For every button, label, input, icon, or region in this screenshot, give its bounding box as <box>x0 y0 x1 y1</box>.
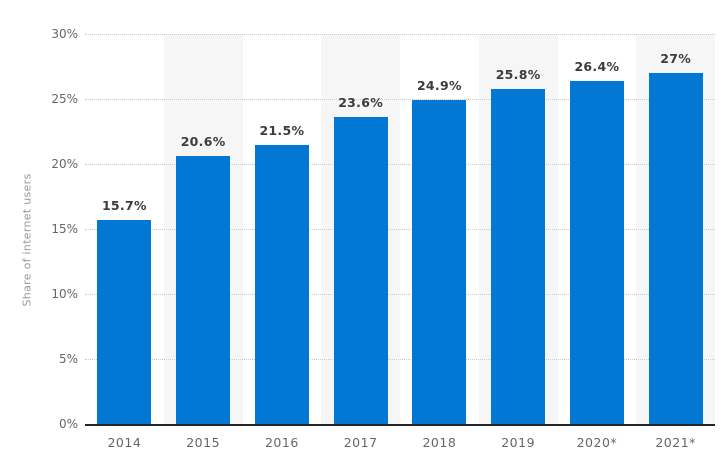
bar[interactable] <box>254 144 309 424</box>
x-axis-tick-label: 2020* <box>576 435 618 450</box>
x-axis-tick-label: 2015 <box>186 435 221 450</box>
y-axis-tick-label: 30% <box>51 27 78 41</box>
bar-value-label: 24.9% <box>416 78 462 94</box>
y-axis-tick-label: 10% <box>51 287 78 301</box>
x-axis-tick-label: 2019 <box>501 435 536 450</box>
x-axis-tick-label: 2017 <box>343 435 378 450</box>
y-axis-tick-label: 5% <box>58 352 78 366</box>
bar[interactable] <box>491 88 546 424</box>
bar-value-label: 21.5% <box>259 122 305 138</box>
bar[interactable] <box>176 156 231 424</box>
x-axis-line <box>85 424 715 426</box>
y-axis-tick-label: 0% <box>58 417 78 431</box>
gridline <box>85 229 715 230</box>
x-axis-tick-label: 2018 <box>422 435 457 450</box>
bar[interactable] <box>569 80 624 424</box>
bar[interactable] <box>333 117 388 424</box>
bar[interactable] <box>412 100 467 424</box>
x-axis-tick-label: 2014 <box>107 435 142 450</box>
gridline <box>85 164 715 165</box>
bar-value-label: 26.4% <box>574 58 620 74</box>
bar-value-label: 25.8% <box>495 66 541 82</box>
bar[interactable] <box>648 73 703 424</box>
bar-value-label: 20.6% <box>180 134 226 150</box>
gridline <box>85 99 715 100</box>
x-axis-tick-label: 2016 <box>264 435 299 450</box>
gridline <box>85 34 715 35</box>
y-axis-tick-label: 25% <box>51 92 78 106</box>
y-axis-tick-label: 20% <box>51 157 78 171</box>
y-axis-tick-label: 15% <box>51 222 78 236</box>
gridline <box>85 294 715 295</box>
bar-value-label: 27% <box>660 51 692 66</box>
x-axis-tick-label: 2021* <box>655 435 696 450</box>
bar[interactable] <box>97 219 152 424</box>
bar-value-label: 23.6% <box>338 95 384 111</box>
gridline <box>85 359 715 360</box>
bar-value-label: 15.7% <box>101 197 147 213</box>
